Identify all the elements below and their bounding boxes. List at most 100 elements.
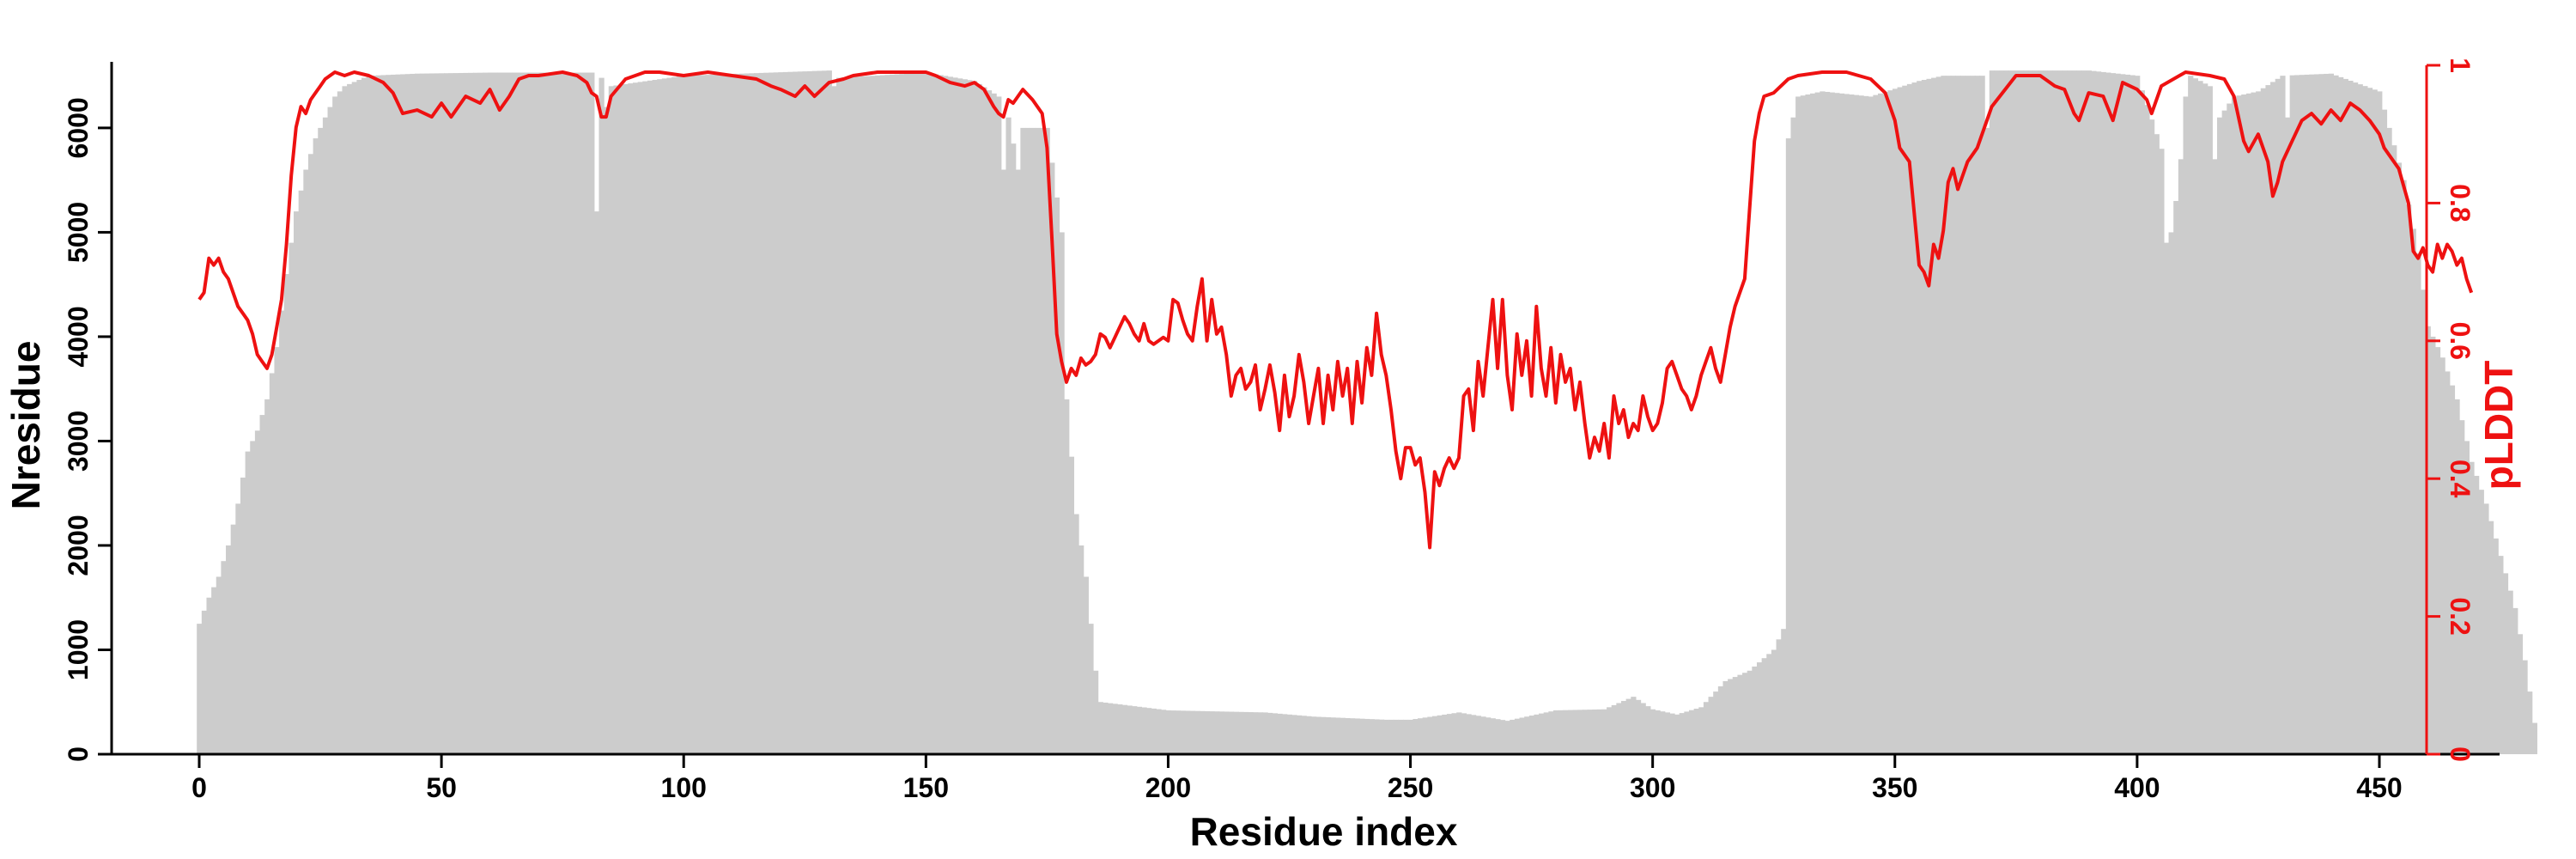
bar-446: [2357, 84, 2363, 755]
bar-146: [903, 73, 910, 755]
bar-455: [2401, 180, 2407, 755]
bar-427: [2265, 85, 2271, 755]
bar-345: [1868, 96, 1874, 754]
bar-286: [1582, 710, 1589, 754]
bar-282: [1563, 710, 1569, 754]
bar-478: [2512, 607, 2518, 754]
bar-295: [1625, 698, 1631, 754]
bar-423: [2245, 93, 2252, 754]
bar-263: [1471, 715, 1477, 754]
bar-315: [1722, 680, 1728, 754]
bar-34: [361, 77, 368, 754]
bar-465: [2449, 385, 2456, 754]
bar-250: [1407, 719, 1413, 754]
bar-344: [1863, 95, 1869, 755]
bar-265: [1480, 716, 1486, 754]
bar-305: [1674, 714, 1680, 754]
bar-213: [1228, 711, 1235, 754]
bar-299: [1645, 706, 1651, 754]
bar-73: [550, 72, 556, 754]
bar-117: [763, 72, 769, 754]
bar-384: [2057, 70, 2063, 754]
bar-183: [1083, 576, 1089, 754]
bar-396: [2115, 73, 2121, 755]
bar-445: [2352, 82, 2359, 755]
x-tick-label: 400: [2114, 772, 2160, 803]
bar-61: [492, 72, 498, 754]
bar-184: [1088, 624, 1094, 754]
bar-35: [366, 76, 372, 754]
bar-436: [2309, 74, 2315, 754]
bar-333: [1810, 93, 1816, 754]
bar-192: [1127, 705, 1133, 754]
bar-4: [216, 576, 222, 754]
bar-93: [647, 80, 653, 754]
bar-319: [1742, 673, 1748, 754]
bar-129: [822, 70, 828, 754]
bar-252: [1418, 718, 1424, 754]
bar-124: [797, 71, 804, 755]
bar-160: [971, 81, 978, 755]
bar-75: [560, 72, 566, 754]
x-axis-title: Residue index: [1190, 809, 1458, 854]
bar-133: [841, 77, 847, 755]
bar-125: [802, 71, 808, 755]
bar-251: [1413, 719, 1419, 754]
bar-312: [1708, 697, 1714, 754]
bar-461: [2430, 336, 2436, 754]
bar-219: [1257, 712, 1264, 754]
bar-149: [918, 72, 925, 755]
bar-223: [1277, 713, 1283, 754]
bar-457: [2410, 228, 2416, 754]
bar-392: [2095, 71, 2102, 755]
bar-476: [2502, 573, 2509, 754]
bar-393: [2100, 71, 2106, 754]
bar-294: [1620, 701, 1627, 754]
bar-36: [371, 75, 377, 754]
bar-series: [197, 70, 2537, 755]
bar-438: [2318, 74, 2324, 754]
bar-271: [1510, 719, 1516, 754]
bar-9: [240, 477, 246, 754]
bar-358: [1931, 77, 1937, 754]
bar-74: [555, 72, 561, 754]
bar-169: [1015, 169, 1021, 754]
bar-434: [2299, 75, 2306, 755]
bar-276: [1534, 714, 1540, 754]
bar-378: [2027, 70, 2034, 754]
bar-307: [1684, 711, 1690, 754]
bar-91: [637, 82, 643, 754]
bar-419: [2227, 103, 2233, 754]
bar-97: [666, 77, 672, 754]
bar-472: [2483, 503, 2489, 754]
bar-69: [531, 72, 537, 754]
bar-128: [817, 70, 823, 755]
bar-168: [1011, 143, 1017, 754]
bar-152: [933, 74, 939, 754]
bar-127: [811, 70, 817, 755]
bar-290: [1601, 709, 1607, 754]
bar-110: [729, 74, 736, 754]
bar-310: [1698, 707, 1704, 754]
bar-182: [1078, 545, 1084, 754]
bar-66: [516, 72, 522, 754]
bar-65: [511, 72, 518, 754]
bar-397: [2120, 74, 2126, 754]
bar-6: [226, 545, 232, 754]
bar-39: [386, 75, 392, 755]
right-y-tick-label: 0.2: [2445, 597, 2476, 635]
bar-105: [705, 75, 711, 754]
bar-291: [1607, 707, 1613, 754]
bar-70: [536, 72, 542, 754]
bar-359: [1935, 76, 1941, 755]
bar-341: [1849, 94, 1855, 754]
bar-204: [1185, 710, 1191, 754]
bar-338: [1834, 93, 1840, 754]
bar-281: [1558, 710, 1564, 754]
bar-406: [2163, 242, 2170, 755]
bar-467: [2459, 420, 2465, 754]
bar-158: [962, 79, 968, 754]
bar-49: [434, 73, 440, 754]
bar-262: [1466, 714, 1472, 754]
bar-275: [1528, 716, 1535, 754]
